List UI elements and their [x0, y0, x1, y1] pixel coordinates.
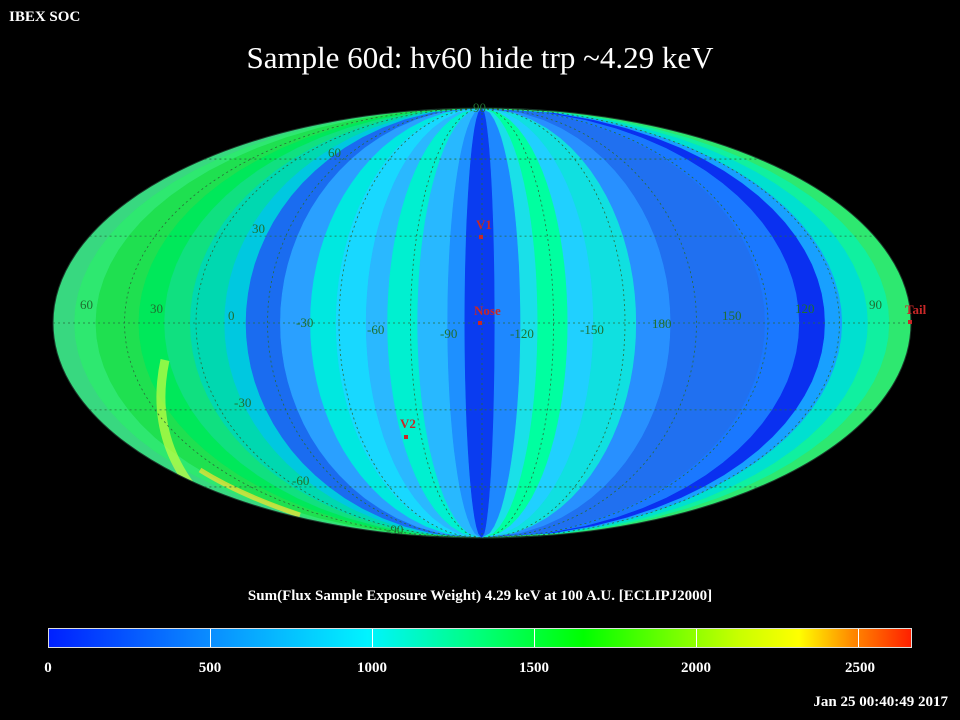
colorbar-label: 1000 — [357, 660, 387, 676]
meridian-line — [410, 108, 483, 538]
map-title: Sample 60d: hv60 hide trp ~4.29 keV — [246, 40, 714, 75]
marker-label-v1: V1 — [476, 217, 492, 232]
latitude-label: 60 — [328, 145, 341, 160]
longitude-label: -60 — [367, 322, 384, 337]
longitude-label: 180 — [652, 316, 672, 331]
latitude-label: 30 — [252, 221, 265, 236]
colorbar-tick — [696, 629, 697, 647]
marker-label-v2: V2 — [400, 416, 416, 431]
meridian-line — [267, 108, 483, 538]
longitude-label: -30 — [296, 315, 313, 330]
longitude-label: 120 — [795, 301, 815, 316]
longitude-label: 0 — [228, 308, 235, 323]
colorbar-label: 1500 — [519, 660, 549, 676]
org-label: IBEX SOC — [9, 9, 81, 25]
colorbar-label: 2500 — [845, 660, 875, 676]
longitude-label: -90 — [440, 326, 457, 341]
colorbar-title: Sum(Flux Sample Exposure Weight) 4.29 ke… — [247, 588, 713, 604]
marker-dot — [908, 320, 912, 324]
marker-label-nose: Nose — [474, 303, 501, 318]
latitude-label: -90 — [386, 522, 403, 537]
marker-dot — [404, 435, 408, 439]
colorbar-label: 2000 — [681, 660, 711, 676]
colorbar-label: 0 — [44, 660, 52, 676]
meridian-line — [195, 108, 483, 538]
meridian-line — [481, 108, 840, 538]
marker-label-tail: Tail — [905, 302, 927, 317]
timestamp: Jan 25 00:40:49 2017 — [813, 694, 948, 710]
longitude-label: 60 — [80, 297, 93, 312]
marker-dot — [479, 235, 483, 239]
colorbar-tick — [534, 629, 535, 647]
latitude-label: -60 — [292, 473, 309, 488]
meridian-line — [481, 108, 697, 538]
flux-streak — [198, 467, 301, 518]
longitude-label: 30 — [150, 301, 163, 316]
flux-streak — [156, 359, 194, 488]
latitude-label: 90 — [473, 100, 486, 115]
colorbar-tick — [372, 629, 373, 647]
latitude-label: -30 — [234, 395, 251, 410]
colorbar-tick — [858, 629, 859, 647]
meridian-line — [481, 108, 554, 538]
longitude-label: 150 — [722, 308, 742, 323]
meridian-line — [124, 108, 483, 538]
longitude-label: -150 — [580, 322, 604, 337]
longitude-label: 90 — [869, 297, 882, 312]
colorbar — [48, 628, 912, 648]
longitude-label: -120 — [510, 326, 534, 341]
colorbar-label: 500 — [198, 660, 222, 676]
colorbar-tick — [210, 629, 211, 647]
marker-dot — [478, 321, 482, 325]
meridian-line — [481, 108, 769, 538]
